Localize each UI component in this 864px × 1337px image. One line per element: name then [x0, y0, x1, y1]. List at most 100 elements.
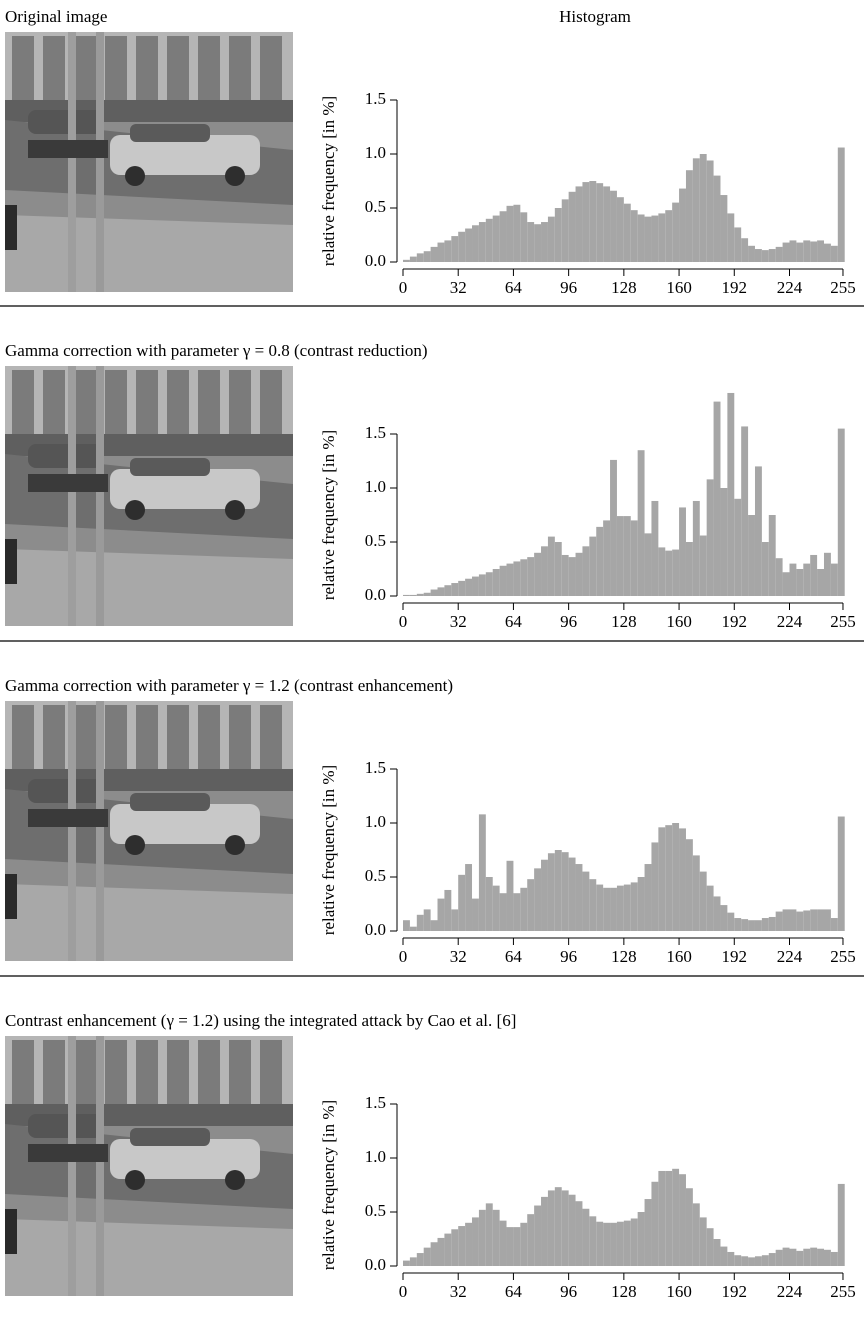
x-tick-label: 192: [722, 1282, 748, 1301]
histogram-bar: [534, 868, 542, 931]
histogram-bar: [589, 879, 597, 931]
histogram-bar: [796, 911, 804, 931]
pavement: [5, 1219, 293, 1296]
car-window: [130, 1128, 210, 1146]
histogram-bar: [458, 874, 466, 931]
histogram-bar: [506, 860, 514, 931]
histogram-bar: [796, 1250, 804, 1266]
histogram-bar: [789, 240, 797, 262]
car-far: [28, 779, 103, 803]
histogram-bar: [706, 885, 714, 931]
histogram-bar: [547, 853, 555, 931]
histogram-bar: [672, 823, 680, 931]
x-tick-label: 128: [611, 947, 637, 966]
y-axis-label: relative frequency [in %]: [319, 96, 338, 266]
wheel: [125, 1170, 145, 1190]
histogram-bar: [823, 909, 831, 931]
x-tick-label: 64: [505, 1282, 523, 1301]
histogram-bar: [527, 222, 535, 262]
histogram-bar: [589, 536, 597, 596]
histogram-bar: [575, 186, 583, 262]
histogram-bar: [796, 242, 804, 262]
histogram-bar: [610, 887, 617, 931]
window: [229, 1040, 251, 1110]
x-tick-label: 160: [666, 1282, 692, 1301]
pavement: [5, 215, 293, 292]
car-far: [28, 1114, 103, 1138]
histogram-bar: [817, 569, 824, 596]
histogram-bar: [679, 1174, 686, 1266]
histogram-bar: [748, 1257, 755, 1266]
window: [229, 705, 251, 775]
histogram-bar: [451, 236, 459, 262]
y-tick-label: 0.0: [365, 251, 386, 270]
histogram-bar: [789, 563, 797, 596]
histogram-bar: [610, 459, 617, 596]
histogram-bar: [665, 825, 673, 931]
panel-title: Original image: [5, 7, 107, 26]
window: [105, 370, 127, 440]
y-tick-label: 1.0: [365, 1147, 386, 1166]
wheel: [125, 835, 145, 855]
y-axis-label: relative frequency [in %]: [319, 430, 338, 600]
window: [105, 705, 127, 775]
histogram-bar: [492, 569, 500, 596]
histogram-bar: [527, 879, 535, 931]
histogram-bar: [409, 926, 417, 931]
histogram-bar: [506, 205, 514, 262]
pole: [96, 366, 104, 626]
histogram-bar: [761, 918, 769, 931]
histogram-bar: [823, 1249, 831, 1266]
histogram-bar: [706, 479, 714, 596]
histogram-bar: [616, 1221, 624, 1266]
x-tick-label: 96: [560, 1282, 577, 1301]
sign: [28, 809, 108, 827]
histogram-bar: [478, 574, 486, 596]
window: [167, 1040, 189, 1110]
x-tick-label: 255: [830, 947, 856, 966]
histogram-bar: [630, 882, 638, 931]
window: [136, 1040, 158, 1110]
histogram-bar: [423, 592, 431, 596]
window: [12, 36, 34, 106]
wheel: [125, 500, 145, 520]
window: [105, 36, 127, 106]
histogram-bar: [789, 1248, 797, 1266]
histogram-bar: [754, 920, 762, 931]
window: [12, 1040, 34, 1110]
sign: [28, 1144, 108, 1162]
histogram-bar: [830, 245, 838, 262]
histogram-bar: [837, 147, 845, 262]
histogram-bar: [665, 1170, 673, 1266]
histogram-bar: [610, 190, 617, 262]
histogram-bar: [603, 186, 611, 262]
window: [260, 705, 282, 775]
histogram-bar: [437, 1237, 445, 1266]
car-far: [28, 444, 103, 468]
histogram-bar: [403, 920, 410, 931]
histogram-bar: [782, 909, 790, 931]
histogram-bar: [458, 1226, 466, 1266]
x-tick-label: 160: [666, 947, 692, 966]
histogram-bar: [775, 246, 783, 262]
histogram-bar: [623, 884, 631, 931]
histogram-bar: [803, 1248, 811, 1266]
x-tick-label: 32: [450, 947, 467, 966]
x-tick-label: 96: [560, 612, 577, 631]
histogram-bar: [603, 887, 611, 931]
histogram-bar: [465, 228, 473, 262]
window: [105, 1040, 127, 1110]
histogram-bar: [837, 428, 845, 596]
window: [74, 1040, 96, 1110]
histogram-bar: [637, 214, 645, 262]
histogram-bar: [630, 1218, 638, 1266]
window: [136, 36, 158, 106]
histogram-bar: [803, 910, 811, 931]
histogram-bar: [520, 1222, 528, 1266]
histogram-bar: [499, 1220, 507, 1266]
histogram-bar: [817, 1248, 824, 1266]
histogram-bar: [713, 401, 721, 596]
histogram-bar: [810, 554, 818, 596]
histogram-bar: [637, 877, 645, 931]
histogram-bar: [465, 864, 473, 931]
